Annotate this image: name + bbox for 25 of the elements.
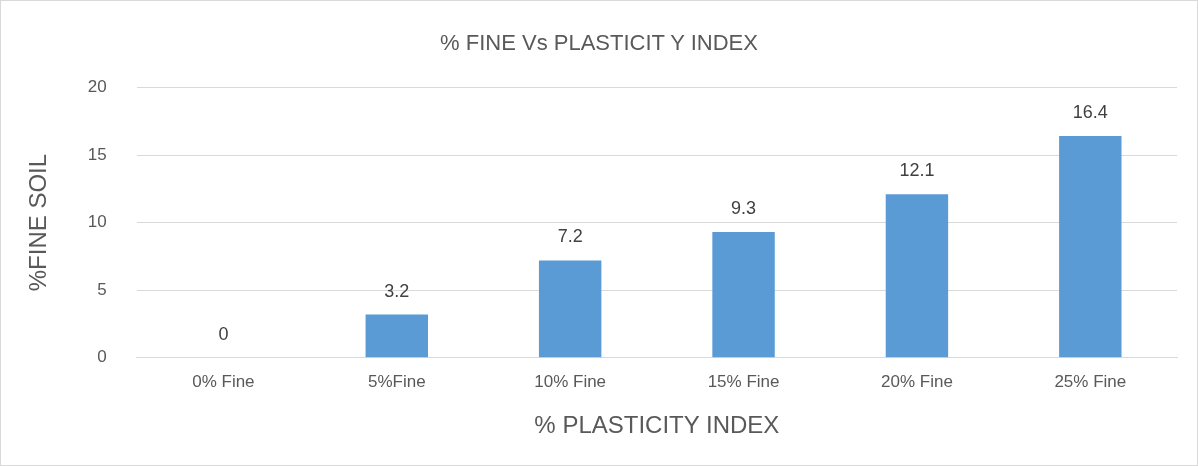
y-tick-label: 15 [87,144,107,164]
y-tick-label: 0 [97,347,107,367]
data-label: 9.3 [731,198,757,219]
bar [712,232,775,358]
y-axis-title: %FINE SOIL [24,153,52,292]
x-tick-label: 5%Fine [367,371,426,391]
y-tick-label: 5 [97,279,107,299]
bar [365,314,428,358]
x-tick-label: 10% Fine [534,371,607,391]
x-tick-label: 0% Fine [192,371,255,391]
data-label: 0 [218,323,229,344]
data-label: 3.2 [384,280,410,301]
x-axis-title: % PLASTICITY INDEX [534,411,780,439]
bar [538,260,602,358]
x-tick-label: 25% Fine [1054,371,1127,391]
y-tick-label: 10 [87,212,107,232]
bar [1059,136,1122,358]
data-label: 12.1 [899,160,935,181]
x-tick-label: 15% Fine [707,371,780,391]
data-label: 7.2 [557,226,583,247]
data-label: 16.4 [1072,102,1108,123]
chart-title: % FINE Vs PLASTICIT Y INDEX [440,30,759,56]
bar [885,194,949,358]
y-tick-label: 20 [87,77,107,97]
x-tick-label: 20% Fine [881,371,953,391]
